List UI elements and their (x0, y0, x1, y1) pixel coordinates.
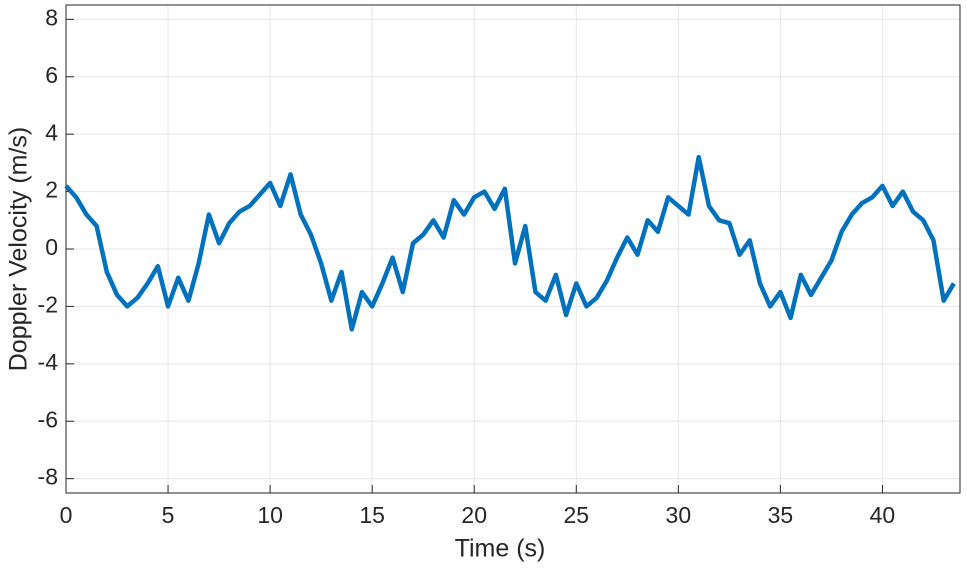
x-tick-label: 10 (257, 502, 283, 528)
data-line (64, 154, 956, 332)
y-tick-label: -2 (38, 291, 58, 317)
x-tick-label: 40 (870, 502, 896, 528)
y-tick-label: -8 (38, 464, 58, 490)
y-tick-label: -4 (38, 349, 59, 375)
x-axis-label: Time (s) (455, 535, 546, 563)
y-tick-label: 4 (45, 119, 58, 145)
y-tick-label: 0 (45, 234, 58, 260)
x-tick-label: 5 (162, 502, 175, 528)
y-axis-label: Doppler Velocity (m/s) (5, 127, 33, 372)
y-tick-label: 8 (45, 4, 58, 30)
y-tick-label: -6 (38, 406, 58, 432)
y-tick-label: 2 (45, 177, 58, 203)
plot-frame (65, 4, 961, 494)
x-tick-label: 15 (359, 502, 385, 528)
x-tick-label: 30 (666, 502, 692, 528)
y-tick-label: 6 (45, 62, 58, 88)
x-tick-label: 20 (461, 502, 487, 528)
x-tick-label: 25 (563, 502, 589, 528)
x-tick-label: 0 (60, 502, 73, 528)
x-tick-label: 35 (768, 502, 794, 528)
